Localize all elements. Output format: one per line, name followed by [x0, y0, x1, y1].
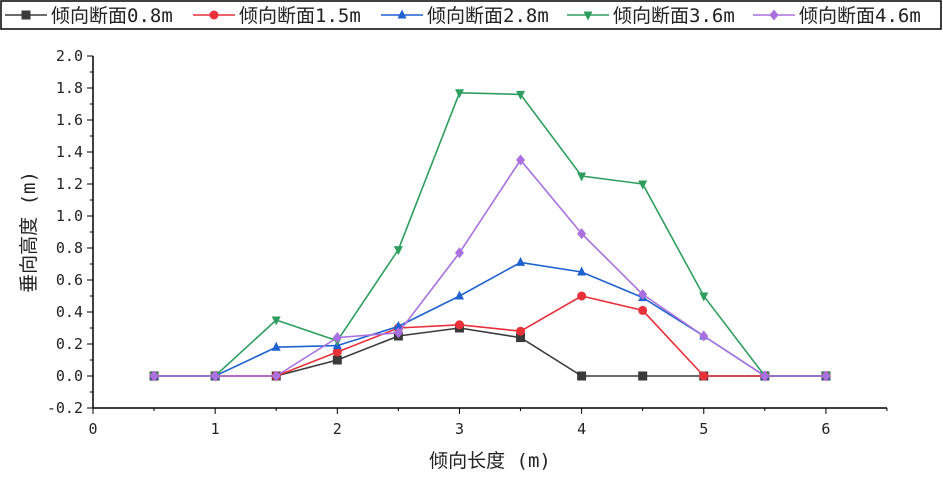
- x-tick-label: 4: [577, 420, 586, 438]
- y-tick-label: 1.6: [56, 111, 83, 129]
- data-point: [699, 292, 709, 302]
- legend-label: 倾向断面1.5m: [239, 5, 361, 27]
- data-point: [516, 256, 526, 266]
- x-axis-label: 倾向长度 (m): [429, 450, 551, 472]
- series-line: [154, 91, 826, 377]
- y-tick-label: 0.0: [56, 367, 83, 385]
- x-tick-label: 5: [699, 420, 708, 438]
- data-point: [516, 326, 526, 336]
- y-tick-label: 1.0: [56, 207, 83, 225]
- series-line: [154, 261, 826, 377]
- legend-label: 倾向断面3.6m: [613, 5, 735, 27]
- series-4: [149, 154, 831, 382]
- x-tick-label: 2: [333, 420, 342, 438]
- data-point: [149, 370, 159, 382]
- series-line: [154, 295, 826, 377]
- series-line: [154, 158, 826, 377]
- data-point: [271, 316, 281, 326]
- y-tick-label: 1.2: [56, 175, 83, 193]
- y-tick-label: -0.2: [47, 399, 83, 417]
- data-point: [638, 305, 648, 315]
- x-tick-label: 3: [455, 420, 464, 438]
- data-point: [577, 228, 587, 240]
- axes: 0 1 2 3 4 5 6 -0.2 0.0 0.2 0.4 0.6 0.8 1.0 1.2 1.4 1.6 1.…: [47, 47, 888, 438]
- data-point: [577, 266, 587, 276]
- legend: 倾向断面0.8m 倾向断面1.5m 倾向断面2.8m 倾向断面3.6m 倾向断面4.6m: [5, 5, 921, 27]
- data-point: [516, 90, 526, 100]
- data-point: [699, 371, 709, 381]
- data-point: [332, 347, 342, 357]
- y-tick-label: 1.8: [56, 79, 83, 97]
- data-point: [454, 320, 464, 330]
- data-point: [638, 288, 648, 300]
- legend-label: 倾向断面0.8m: [51, 5, 173, 27]
- legend-marker: [769, 9, 779, 21]
- data-point: [638, 180, 648, 190]
- x-tick-label: 0: [88, 420, 97, 438]
- legend-marker: [209, 10, 219, 20]
- data-point: [577, 371, 587, 381]
- data-point: [393, 246, 403, 256]
- y-tick-label: 0.2: [56, 335, 83, 353]
- data-point: [577, 172, 587, 182]
- y-tick-label: 0.6: [56, 271, 83, 289]
- data-point: [332, 332, 342, 344]
- data-point: [210, 370, 220, 382]
- legend-marker: [397, 9, 407, 19]
- data-point: [393, 327, 403, 339]
- data-point: [699, 330, 709, 342]
- x-tick-label: 1: [211, 420, 220, 438]
- y-tick-label: 1.4: [56, 143, 83, 161]
- data-point: [454, 290, 464, 300]
- data-point: [393, 320, 403, 330]
- x-tick-label: 6: [821, 420, 830, 438]
- data-point: [638, 371, 648, 381]
- y-tick-label: 0.4: [56, 303, 83, 321]
- data-point: [454, 247, 464, 259]
- legend-label: 倾向断面4.6m: [799, 5, 921, 27]
- data-point: [821, 370, 831, 382]
- y-axis-label: 垂向高度 (m): [18, 171, 40, 293]
- series-3: [149, 89, 831, 382]
- series-1: [149, 291, 831, 381]
- data-point: [332, 355, 342, 365]
- plot-area: [149, 89, 831, 382]
- data-point: [271, 341, 281, 351]
- legend-label: 倾向断面2.8m: [427, 5, 549, 27]
- data-point: [516, 154, 526, 166]
- data-point: [577, 291, 587, 301]
- data-point: [454, 89, 464, 99]
- data-point: [271, 370, 281, 382]
- series-line: [154, 327, 826, 377]
- series-2: [149, 256, 831, 380]
- data-point: [760, 370, 770, 382]
- y-tick-label: 2.0: [56, 47, 83, 65]
- data-point: [516, 333, 526, 343]
- y-tick-label: 0.8: [56, 239, 83, 257]
- legend-marker: [583, 11, 593, 21]
- legend-marker: [21, 10, 31, 20]
